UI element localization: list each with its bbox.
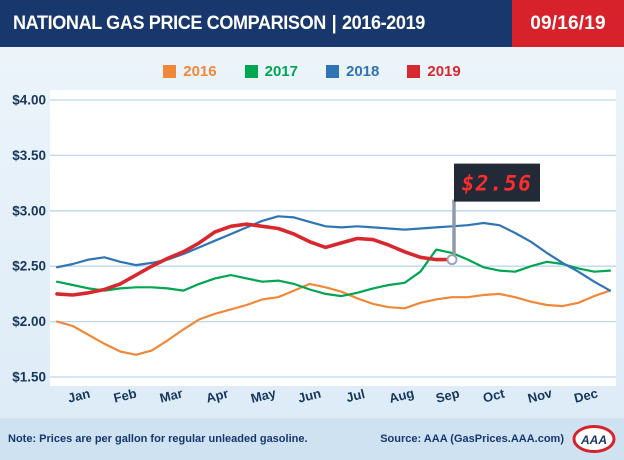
x-axis-label: Mar [158, 386, 184, 406]
y-axis-label: $2.50 [12, 259, 46, 274]
header-bar: NATIONAL GAS PRICE COMPARISON | 2016-2019 … [0, 0, 624, 47]
legend-label: 2019 [427, 62, 461, 80]
page-title: NATIONAL GAS PRICE COMPARISON | 2016-2019 [13, 13, 425, 35]
page-title-years: 2016-2019 [341, 12, 425, 34]
gas-price-chart: $4.00 $3.50 $3.00 $2.50 $2.00 $1.50 Jan Feb Mar A… [0, 88, 624, 418]
series-line-2018 [55, 215, 612, 292]
legend-item: 2018 [326, 63, 379, 80]
legend-label: 2017 [264, 62, 298, 80]
y-axis-label: $4.00 [12, 93, 46, 108]
aaa-logo-icon: AAA [572, 425, 616, 453]
y-axis-label: $2.00 [12, 314, 46, 329]
legend-label: 2018 [346, 62, 380, 80]
footer-source: Source: AAA (GasPrices.AAA.com) [380, 433, 564, 445]
gas-price-chart-svg: $4.00 $3.50 $3.00 $2.50 $2.00 $1.50 Jan Feb Mar A… [12, 90, 616, 406]
aaa-logo-text: AAA [580, 433, 607, 447]
current-price-marker [446, 254, 458, 266]
x-axis-label: Nov [526, 385, 554, 406]
x-axis-label: Feb [112, 386, 138, 406]
y-axis-label: $3.00 [12, 203, 46, 218]
price-flag [454, 163, 540, 202]
y-axis-label: $3.50 [12, 148, 46, 163]
page-title-text: NATIONAL GAS PRICE COMPARISON [13, 12, 326, 34]
legend-item: 2019 [407, 62, 461, 80]
footer-right: Source: AAA (GasPrices.AAA.com) AAA [380, 424, 616, 454]
series-line-2017 [55, 248, 612, 298]
legend-item: 2016 [163, 62, 217, 80]
footer-bar: Note: Prices are per gallon for regular … [0, 418, 624, 460]
legend-swatch [407, 64, 421, 78]
date-badge: 09/16/19 [512, 0, 624, 47]
x-axis-label: Jun [296, 386, 322, 406]
x-axis-label: Dec [573, 385, 600, 405]
y-axis-label: $1.50 [12, 370, 46, 385]
legend-swatch [326, 64, 339, 78]
x-axis-label: May [249, 385, 278, 406]
legend-swatch [244, 64, 258, 78]
x-axis-label: Oct [481, 386, 506, 406]
chart-legend: 2016 2017 2018 2019 [0, 55, 624, 87]
x-axis-label: Jul [344, 386, 366, 405]
x-axis-label: Jan [66, 386, 91, 406]
title-separator: | [331, 12, 337, 34]
x-axis-label: Aug [387, 385, 415, 406]
footer-note: Note: Prices are per gallon for regular … [8, 433, 308, 445]
legend-label: 2016 [183, 62, 217, 80]
header-title-area: NATIONAL GAS PRICE COMPARISON | 2016-2019 [0, 0, 512, 47]
legend-item: 2017 [244, 62, 298, 80]
flag-price-label: $2.56 [462, 172, 533, 196]
plot-area [50, 90, 616, 386]
series-line-2016 [55, 282, 612, 356]
x-axis-label: Sep [434, 385, 461, 405]
series-line-2019 [55, 222, 454, 297]
legend-swatch [163, 64, 177, 78]
x-axis-label: Apr [205, 386, 230, 406]
